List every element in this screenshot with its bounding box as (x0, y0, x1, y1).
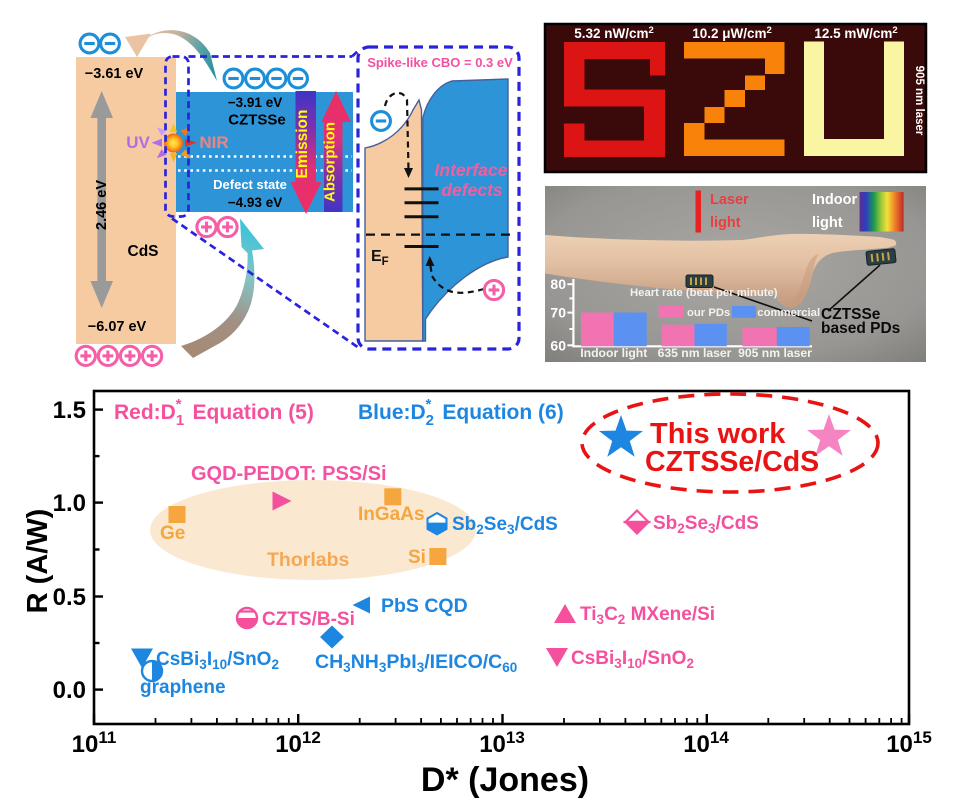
svg-text:InGaAs: InGaAs (358, 504, 425, 525)
svg-text:light: light (710, 215, 741, 231)
svg-text:Thorlabs: Thorlabs (267, 549, 349, 571)
svg-text:CsBi3I10/SnO2: CsBi3I10/SnO2 (156, 649, 279, 672)
svg-text:−3.91 eV: −3.91 eV (228, 95, 282, 110)
svg-text:NIR: NIR (199, 133, 228, 152)
svg-text:905 nm laser: 905 nm laser (738, 346, 812, 360)
svg-text:CZTSSe/CdS: CZTSSe/CdS (645, 446, 819, 478)
svg-text:Spike-like CBO = 0.3 eV: Spike-like CBO = 0.3 eV (367, 55, 513, 70)
svg-text:Indoor: Indoor (812, 192, 857, 208)
svg-text:Blue:D2*Equation (6): Blue:D2* Equation (6) (358, 396, 564, 429)
svg-text:Ti3C2 MXene/Si: Ti3C2 MXene/Si (580, 604, 715, 627)
svg-text:Laser: Laser (710, 192, 749, 208)
svg-text:CZTSSe: CZTSSe (821, 306, 881, 323)
svg-text:Interface: Interface (435, 160, 508, 180)
svg-text:Sb2Se3/CdS: Sb2Se3/CdS (452, 514, 558, 537)
svg-text:60: 60 (550, 337, 566, 353)
svg-text:1011: 1011 (72, 728, 117, 758)
svg-text:D* (Jones): D* (Jones) (421, 761, 589, 799)
svg-text:CdS: CdS (128, 243, 159, 260)
svg-text:commercial: commercial (757, 307, 820, 319)
svg-text:1013: 1013 (479, 728, 525, 758)
svg-text:Red:D1*Equation (5): Red:D1* Equation (5) (114, 396, 314, 429)
svg-text:CH3NH3PbI3/IEICO/C60: CH3NH3PbI3/IEICO/C60 (315, 651, 517, 675)
svg-text:Defect state: Defect state (213, 177, 287, 192)
svg-text:1015: 1015 (886, 728, 932, 758)
svg-text:Absorption: Absorption (322, 122, 339, 202)
svg-text:Heart rate (beat per minute): Heart rate (beat per minute) (630, 287, 778, 299)
svg-text:our PDs: our PDs (687, 307, 730, 319)
svg-text:80: 80 (550, 276, 566, 292)
svg-text:905 nm laser: 905 nm laser (913, 66, 925, 136)
svg-text:PbS CQD: PbS CQD (381, 595, 468, 617)
svg-text:based PDs: based PDs (821, 320, 900, 337)
svg-text:Ge: Ge (160, 523, 185, 544)
svg-text:0.5: 0.5 (53, 584, 86, 611)
svg-text:Indoor light: Indoor light (580, 346, 647, 360)
svg-text:GQD-PEDOT: PSS/Si: GQD-PEDOT: PSS/Si (191, 463, 387, 485)
svg-text:Emission: Emission (294, 110, 311, 179)
svg-text:This work: This work (650, 418, 786, 450)
svg-text:CZTS/B-Si: CZTS/B-Si (262, 609, 355, 630)
svg-text:1.5: 1.5 (53, 397, 86, 424)
svg-text:light: light (812, 215, 843, 231)
svg-text:12.5 mW/cm2: 12.5 mW/cm2 (814, 25, 897, 41)
svg-text:0.0: 0.0 (53, 677, 86, 704)
svg-text:−6.07 eV: −6.07 eV (88, 319, 147, 335)
svg-text:Si: Si (408, 547, 426, 568)
svg-text:635 nm laser: 635 nm laser (658, 346, 732, 360)
svg-text:70: 70 (550, 305, 566, 321)
svg-text:10.2 μW/cm2: 10.2 μW/cm2 (692, 25, 772, 41)
svg-text:UV: UV (126, 133, 150, 152)
svg-text:1012: 1012 (275, 728, 321, 758)
svg-text:R (A/W): R (A/W) (22, 509, 54, 614)
svg-text:CZTSSe: CZTSSe (228, 112, 286, 129)
svg-text:2.46 eV: 2.46 eV (94, 180, 110, 230)
svg-text:5.32 nW/cm2: 5.32 nW/cm2 (574, 25, 654, 41)
svg-text:CsBi3I10/SnO2: CsBi3I10/SnO2 (571, 648, 694, 671)
svg-text:defects: defects (441, 180, 503, 200)
svg-text:graphene: graphene (140, 677, 226, 698)
svg-text:−4.93 eV: −4.93 eV (228, 195, 282, 210)
svg-text:−3.61 eV: −3.61 eV (85, 66, 144, 82)
svg-text:1014: 1014 (683, 728, 729, 758)
svg-text:Sb2Se3/CdS: Sb2Se3/CdS (653, 513, 759, 536)
svg-text:1.0: 1.0 (53, 490, 86, 517)
